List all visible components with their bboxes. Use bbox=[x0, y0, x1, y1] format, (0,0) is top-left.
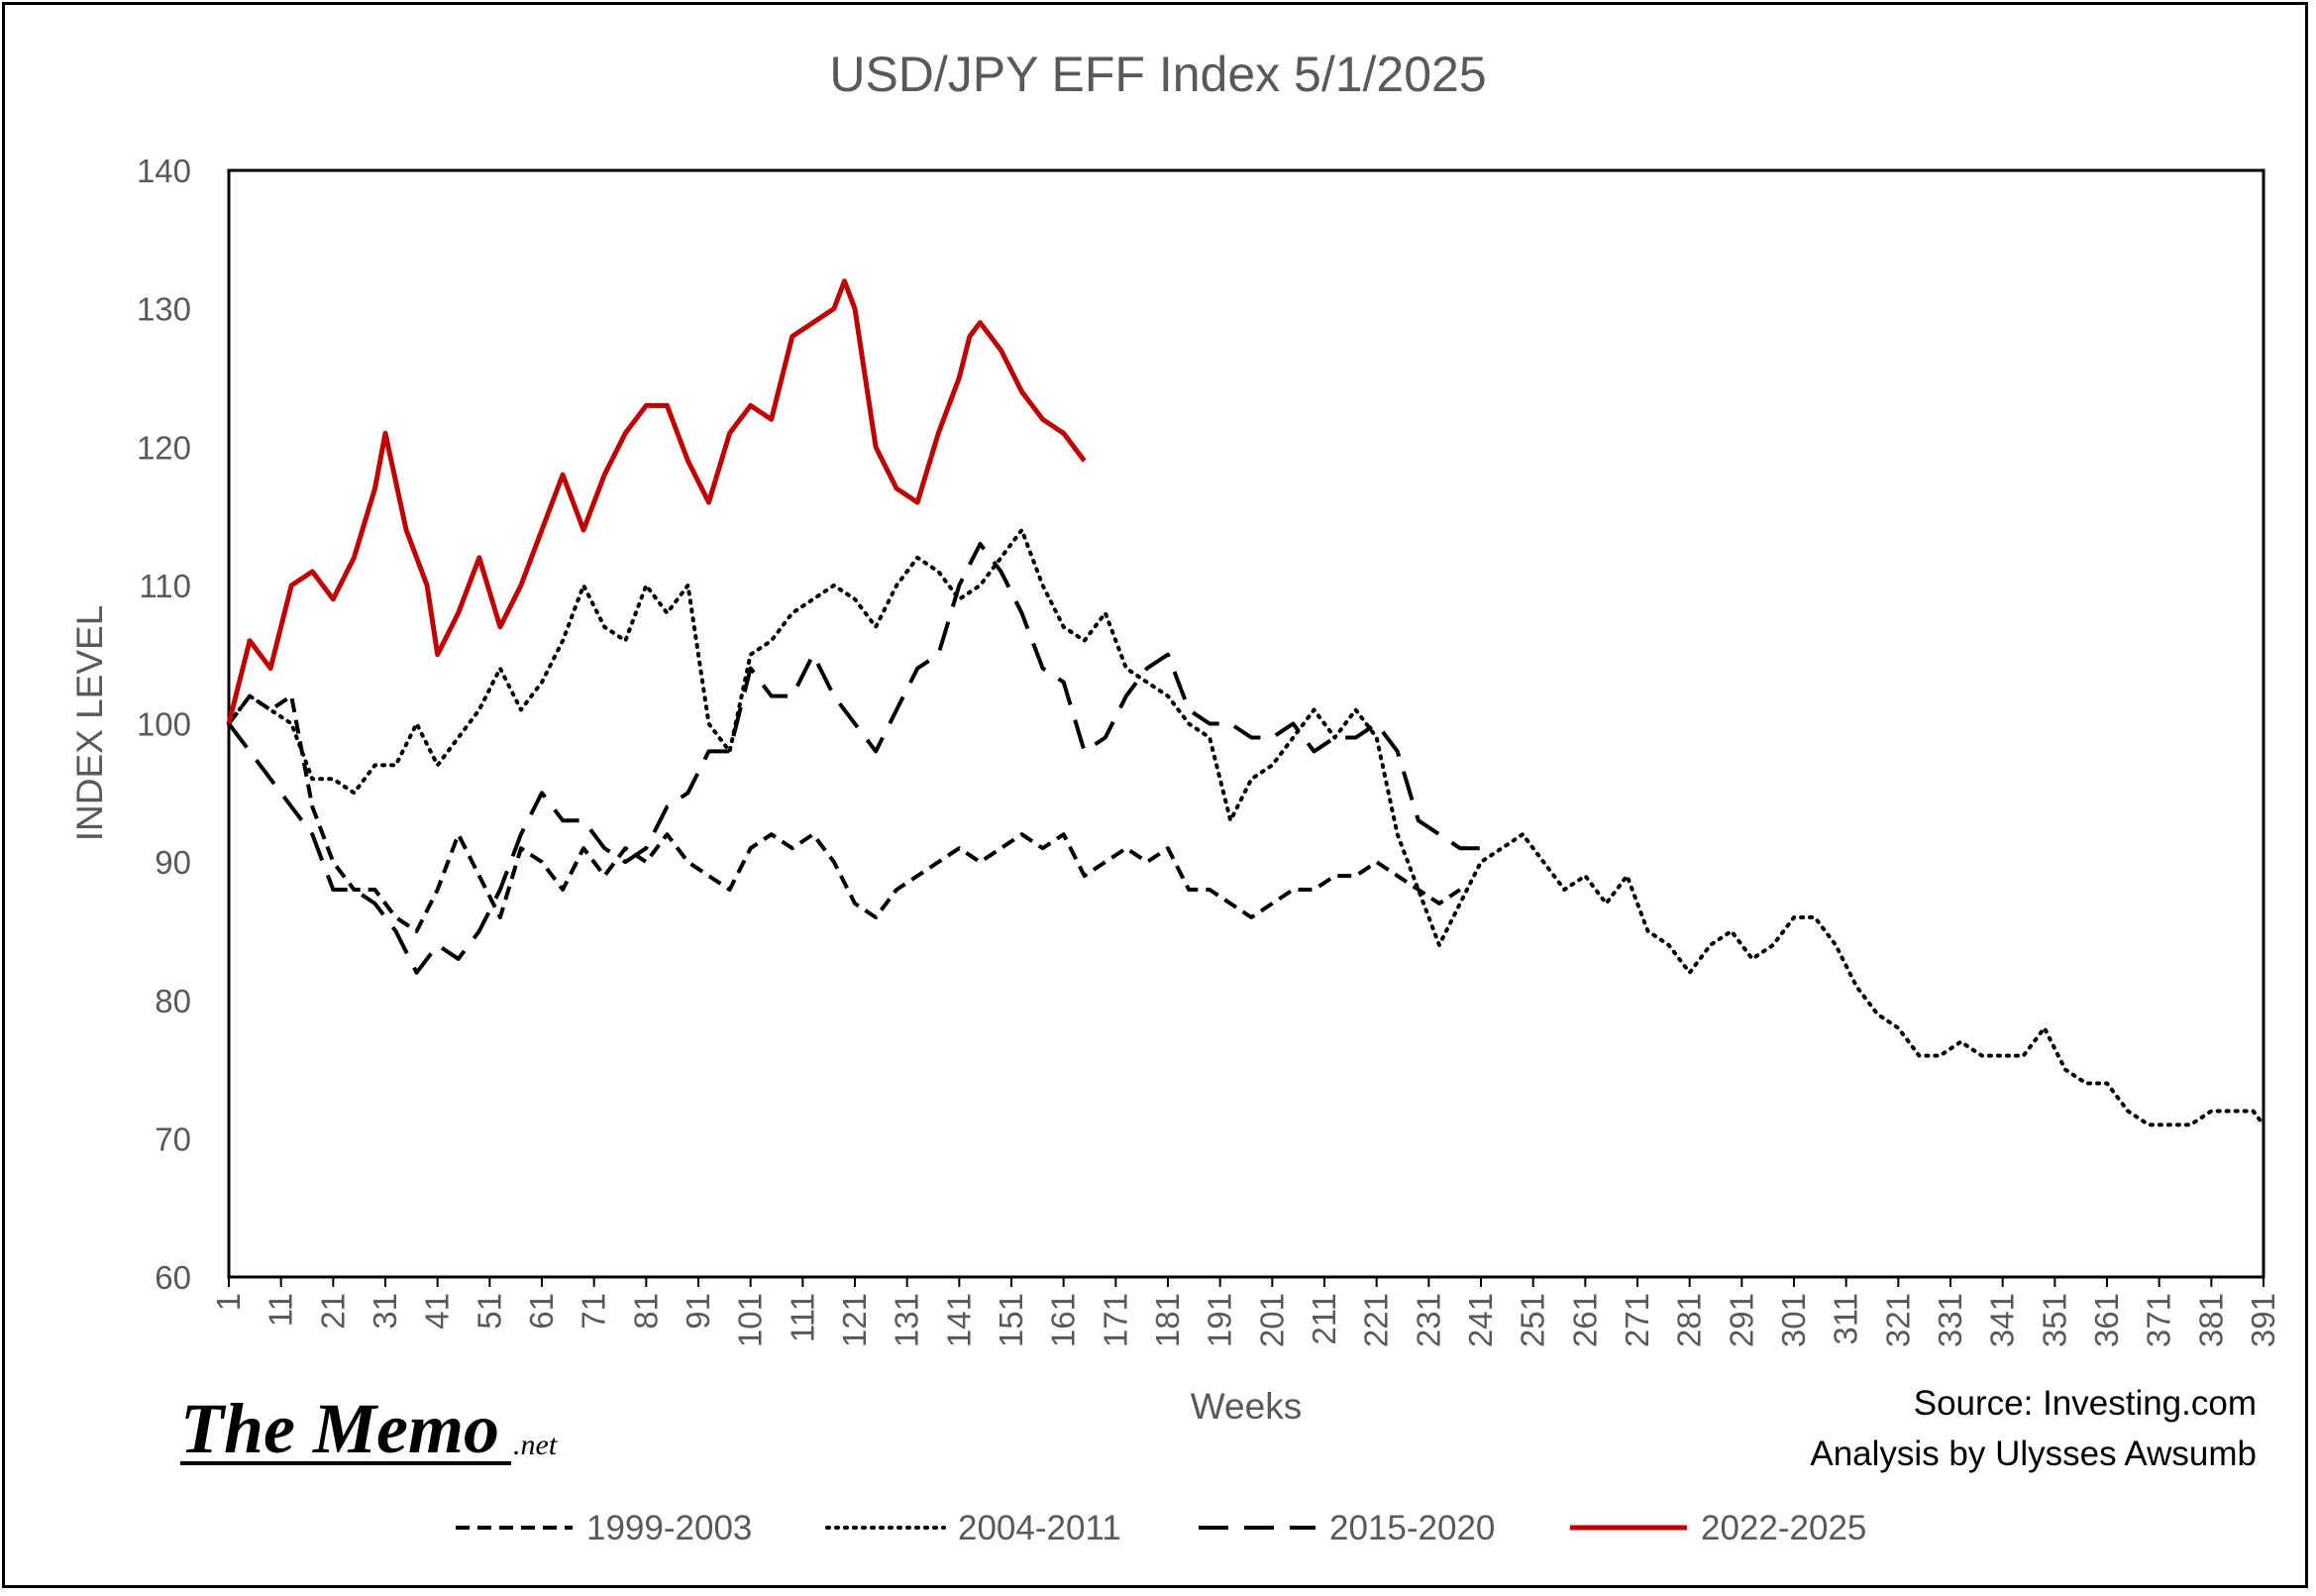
chart-title: USD/JPY EFF Index 5/1/2025 bbox=[829, 47, 1486, 102]
legend-label: 2004-2011 bbox=[958, 1509, 1121, 1547]
x-tick-label: 11 bbox=[263, 1293, 299, 1327]
source-line: Source: Investing.com bbox=[1914, 1384, 2257, 1423]
x-tick-label: 271 bbox=[1619, 1293, 1655, 1347]
x-tick-label: 1 bbox=[210, 1293, 247, 1311]
x-tick-label: 381 bbox=[2192, 1293, 2229, 1347]
analysis-line: Analysis by Ulysses Awsumb bbox=[1810, 1435, 2257, 1473]
x-tick-label: 111 bbox=[784, 1293, 820, 1342]
x-tick-label: 71 bbox=[576, 1293, 612, 1330]
x-tick-label: 361 bbox=[2088, 1293, 2125, 1347]
y-axis-ticks: 60 70 80 90 100 110 120 130 140 bbox=[137, 153, 191, 1296]
x-tick-label: 251 bbox=[1515, 1293, 1551, 1347]
y-tick-label: 120 bbox=[137, 429, 191, 466]
legend-label: 1999-2003 bbox=[586, 1509, 752, 1547]
x-tick-label: 81 bbox=[627, 1293, 664, 1330]
x-tick-label: 51 bbox=[471, 1293, 507, 1330]
x-tick-label: 21 bbox=[314, 1293, 351, 1330]
logo-text: The Memo bbox=[180, 1389, 499, 1468]
plot-area bbox=[227, 168, 2265, 1279]
series-line-2015-2020 bbox=[227, 542, 1481, 975]
x-tick-label: 261 bbox=[1566, 1293, 1603, 1347]
x-tick-label: 181 bbox=[1149, 1293, 1186, 1347]
x-tick-label: 321 bbox=[1879, 1293, 1916, 1347]
legend-label: 2022-2025 bbox=[1701, 1509, 1866, 1547]
x-tick-label: 371 bbox=[2141, 1293, 2177, 1347]
x-tick-label: 201 bbox=[1253, 1293, 1290, 1347]
x-tick-label: 41 bbox=[419, 1293, 456, 1330]
x-tick-label: 211 bbox=[1306, 1293, 1342, 1345]
y-tick-label: 100 bbox=[137, 706, 191, 743]
x-tick-label: 231 bbox=[1410, 1293, 1446, 1347]
x-tick-label: 161 bbox=[1045, 1293, 1082, 1347]
y-tick-label: 70 bbox=[155, 1120, 191, 1157]
x-tick-label: 101 bbox=[732, 1293, 769, 1347]
x-tick-label: 171 bbox=[1097, 1293, 1133, 1347]
y-axis-title: INDEX LEVEL bbox=[69, 605, 110, 842]
source-note: Source: Investing.com Analysis by Ulysse… bbox=[1810, 1384, 2257, 1473]
y-tick-label: 140 bbox=[137, 153, 191, 189]
x-tick-label: 151 bbox=[993, 1293, 1029, 1347]
x-tick-label: 141 bbox=[940, 1293, 977, 1347]
x-tick-label: 281 bbox=[1671, 1293, 1708, 1347]
x-tick-label: 391 bbox=[2245, 1293, 2281, 1347]
x-tick-label: 341 bbox=[1984, 1293, 2021, 1347]
logo: The Memo .net bbox=[180, 1389, 558, 1468]
series-lines bbox=[226, 278, 2265, 1127]
x-axis-ticks: 1 11 21 31 41 51 61 71 81 91 101 111 121 131 141 151 161… bbox=[210, 1277, 2281, 1347]
x-tick-label: 131 bbox=[889, 1293, 925, 1347]
y-tick-label: 90 bbox=[155, 844, 191, 881]
x-axis-title: Weeks bbox=[1191, 1386, 1302, 1427]
x-tick-label: 91 bbox=[680, 1293, 716, 1330]
x-tick-label: 351 bbox=[2036, 1293, 2072, 1347]
x-tick-label: 311 bbox=[1828, 1293, 1864, 1345]
x-tick-label: 121 bbox=[836, 1293, 873, 1347]
x-tick-label: 31 bbox=[367, 1293, 403, 1330]
x-tick-label: 221 bbox=[1358, 1293, 1395, 1347]
x-tick-label: 331 bbox=[1932, 1293, 1968, 1347]
y-tick-label: 80 bbox=[155, 983, 191, 1019]
series-line-2004-2011 bbox=[227, 528, 2265, 1127]
legend: 1999-2003 2004-2011 2015-2020 2022-2025 bbox=[456, 1509, 1866, 1547]
logo-underline bbox=[180, 1461, 511, 1465]
x-tick-label: 301 bbox=[1775, 1293, 1812, 1347]
x-tick-label: 191 bbox=[1202, 1293, 1238, 1347]
x-tick-label: 241 bbox=[1462, 1293, 1499, 1347]
y-tick-label: 60 bbox=[155, 1259, 191, 1296]
series-line-2022-2025 bbox=[226, 278, 1087, 725]
y-tick-label: 110 bbox=[139, 568, 191, 604]
x-tick-label: 291 bbox=[1723, 1293, 1759, 1347]
x-tick-label: 61 bbox=[523, 1293, 560, 1330]
logo-suffix: .net bbox=[513, 1429, 558, 1461]
legend-label: 2015-2020 bbox=[1329, 1509, 1495, 1547]
y-tick-label: 130 bbox=[137, 291, 191, 328]
series-line-1999-2003 bbox=[227, 693, 1462, 933]
